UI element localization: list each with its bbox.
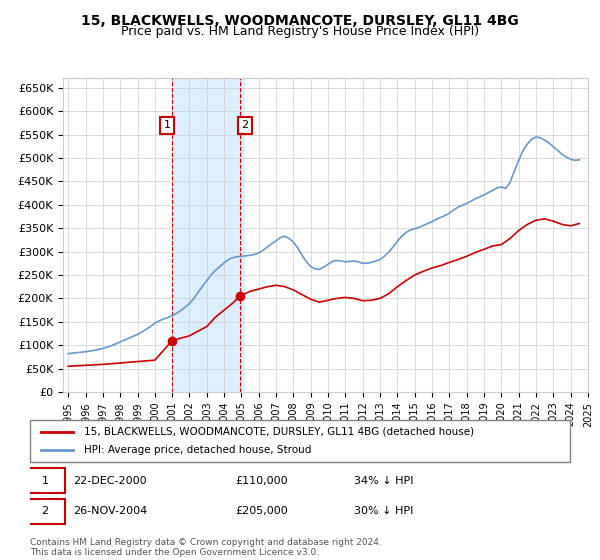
FancyBboxPatch shape <box>25 468 65 493</box>
Text: Price paid vs. HM Land Registry's House Price Index (HPI): Price paid vs. HM Land Registry's House … <box>121 25 479 38</box>
Text: 2: 2 <box>241 120 248 130</box>
FancyBboxPatch shape <box>30 420 570 462</box>
Text: HPI: Average price, detached house, Stroud: HPI: Average price, detached house, Stro… <box>84 445 311 455</box>
Bar <box>172 78 245 392</box>
Text: 15, BLACKWELLS, WOODMANCOTE, DURSLEY, GL11 4BG: 15, BLACKWELLS, WOODMANCOTE, DURSLEY, GL… <box>81 14 519 28</box>
Text: 1: 1 <box>163 120 170 130</box>
Text: 15, BLACKWELLS, WOODMANCOTE, DURSLEY, GL11 4BG (detached house): 15, BLACKWELLS, WOODMANCOTE, DURSLEY, GL… <box>84 427 474 437</box>
Text: £205,000: £205,000 <box>235 506 288 516</box>
Text: 30% ↓ HPI: 30% ↓ HPI <box>354 506 413 516</box>
Text: 34% ↓ HPI: 34% ↓ HPI <box>354 476 413 486</box>
Text: 2: 2 <box>41 506 49 516</box>
Text: 26-NOV-2004: 26-NOV-2004 <box>73 506 148 516</box>
Text: 1: 1 <box>41 476 49 486</box>
Text: 22-DEC-2000: 22-DEC-2000 <box>73 476 147 486</box>
Text: Contains HM Land Registry data © Crown copyright and database right 2024.
This d: Contains HM Land Registry data © Crown c… <box>30 538 382 557</box>
FancyBboxPatch shape <box>25 499 65 524</box>
Text: £110,000: £110,000 <box>235 476 288 486</box>
